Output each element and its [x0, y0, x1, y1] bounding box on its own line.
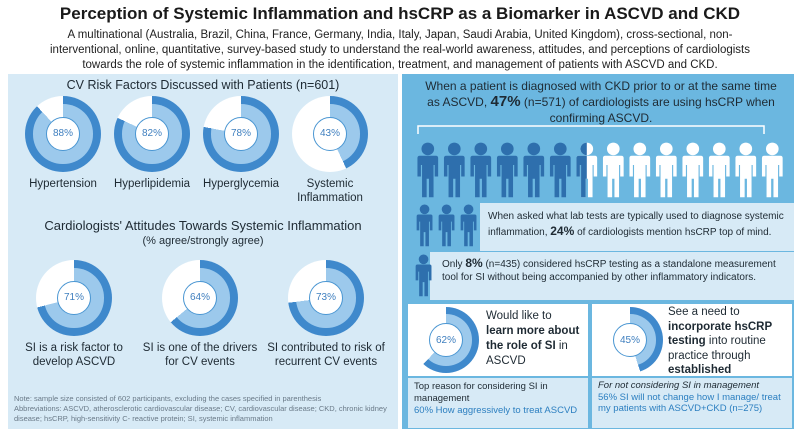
footnote: Note: sample size consisted of 602 parti… [14, 394, 387, 423]
person-icon [761, 142, 783, 198]
donut-ring: 62% [413, 307, 479, 373]
donut-value: 73% [308, 280, 343, 315]
incorporate-text: See a need to incorporate hsCRP testing … [668, 306, 773, 391]
donut-ring: 78% [203, 96, 279, 172]
person-icon [496, 142, 518, 198]
donut-value: 45% [613, 323, 647, 357]
donut-ring: 71% [36, 260, 112, 336]
donut-ring: 64% [162, 260, 238, 336]
person-icon [443, 142, 465, 198]
donut-ring: 43% [292, 96, 368, 172]
half-person-icon [576, 142, 587, 198]
single-person-icon [415, 254, 432, 297]
lab-people-icons [416, 204, 477, 247]
lab-test-box [480, 203, 794, 251]
ckd-statement: When a patient is diagnosed with CKD pri… [425, 79, 777, 125]
page-title: Perception of Systemic Inflammation and … [59, 4, 741, 23]
person-icon [708, 142, 730, 198]
person-icon [523, 142, 545, 198]
person-icon [655, 142, 677, 198]
standalone-box [430, 252, 794, 300]
consider-reason: Top reason for considering SI in managem… [414, 381, 578, 416]
person-icon [735, 142, 757, 198]
donut-value: 88% [45, 116, 80, 151]
person-icon [415, 254, 432, 297]
person-icon [602, 142, 624, 198]
donut-ring: 45% [597, 307, 663, 373]
person-icon [682, 142, 704, 198]
person-icon [417, 142, 439, 198]
person-icon [416, 204, 433, 247]
person-icon [549, 142, 571, 198]
donut-ring: 88% [25, 96, 101, 172]
donut-ring: 73% [288, 260, 364, 336]
donut-value: 78% [223, 116, 258, 151]
risk-factor-label: Hyperlipidemia [113, 178, 191, 190]
lab-test-statement: When asked what lab tests are typically … [488, 211, 784, 238]
people-row [417, 142, 783, 198]
not-consider-box [592, 378, 792, 428]
donut-value: 62% [429, 323, 463, 357]
person-icon [460, 204, 477, 247]
attitude-label: SI contributed to risk of recurrent CV e… [267, 342, 385, 368]
risk-factor-label: Systemic Inflammation [297, 178, 363, 204]
donut-value: 43% [312, 116, 347, 151]
risk-factor-label: Hypertension [29, 178, 97, 190]
standalone-statement: Only 8% (n=435) considered hsCRP testing… [442, 256, 776, 284]
bracket-line [417, 125, 765, 134]
attitude-label: SI is a risk factor to develop ASCVD [25, 342, 123, 368]
attitudes-subheading: (% agree/strongly agree) [142, 235, 264, 247]
learn-more-text: Would like to learn more about the role … [486, 310, 580, 367]
person-icon [438, 204, 455, 247]
page-subtitle: A multinational (Australia, Brazil, Chin… [50, 29, 750, 71]
donut-value: 71% [56, 280, 91, 315]
risk-factors-heading: CV Risk Factors Discussed with Patients … [66, 78, 340, 92]
attitude-label: SI is one of the drivers for CV events [142, 342, 258, 368]
donut-value: 64% [182, 280, 217, 315]
risk-factor-label: Hyperglycemia [202, 178, 280, 190]
not-consider-reason: For not considering SI in management 56%… [598, 380, 781, 414]
donut-ring: 82% [114, 96, 190, 172]
person-icon [629, 142, 651, 198]
attitudes-heading: Cardiologists' Attitudes Towards Systemi… [44, 218, 362, 233]
donut-value: 82% [134, 116, 169, 151]
person-icon [470, 142, 492, 198]
consider-box [408, 378, 588, 428]
